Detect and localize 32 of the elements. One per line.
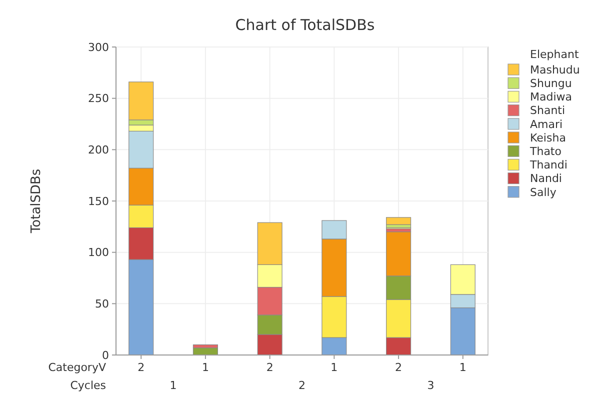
legend-label: Nandi [530, 172, 562, 186]
y-tick-label: 300 [88, 40, 109, 54]
legend-label: Shanti [530, 104, 566, 118]
x-tick-label: 2 [395, 361, 402, 374]
x-tick-label: 1 [202, 361, 209, 374]
legend-label: Keisha [530, 131, 566, 144]
y-tick-label: 0 [102, 348, 109, 362]
y-axis-title: TotalSDBs [29, 168, 44, 234]
legend-title: Elephant [530, 48, 580, 61]
y-tick-label: 150 [88, 194, 109, 208]
legend-label: Madiwa [530, 90, 572, 104]
x-axis-title: Cycles [70, 379, 106, 392]
legend-label: Thato [529, 144, 562, 158]
y-tick-label: 250 [88, 92, 109, 106]
legend-label: Amari [530, 118, 563, 131]
x-tick-label: 1 [330, 361, 338, 374]
y-tick-label: 200 [88, 144, 109, 157]
legend-label: Thandi [529, 158, 568, 172]
text: 1 [170, 379, 177, 392]
text: 3 [427, 379, 434, 392]
legend-label: Shungu [530, 76, 572, 90]
text: 2 [298, 379, 306, 392]
y-tick-label: 100 [88, 246, 109, 260]
x-tick-label: 1 [459, 361, 466, 374]
legend-label: Sally [530, 186, 557, 199]
chart-title: Chart of TotalSDBs [235, 16, 375, 34]
bar [386, 217, 412, 225]
x-tick-label: 2 [266, 361, 274, 374]
text: CategoryV [48, 361, 106, 374]
legend-label: Mashudu [530, 63, 580, 76]
x-tick-label: 2 [138, 361, 145, 374]
y-tick-label: 50 [95, 298, 109, 311]
